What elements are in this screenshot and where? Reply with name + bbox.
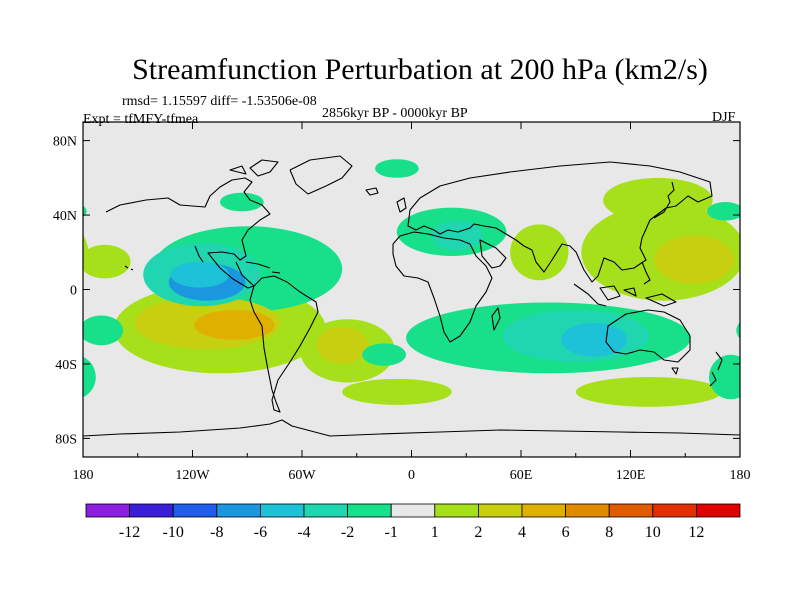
colorbar-box-4 bbox=[259, 503, 305, 518]
coastline-arabia bbox=[479, 239, 507, 269]
stats-text: rmsd= 1.15597 diff= -1.53506e-08 bbox=[122, 94, 317, 109]
coastline-iceland bbox=[365, 187, 379, 196]
coastline-british-isles bbox=[396, 197, 407, 213]
coastline-new-zealand bbox=[709, 351, 723, 387]
colorbar-label-11: 8 bbox=[605, 524, 613, 541]
coastline-greenland bbox=[289, 155, 353, 195]
colorbar-box-14 bbox=[696, 503, 741, 518]
experiment-text: Expt = tfMFY-tfmea bbox=[83, 112, 199, 127]
colorbar-label-5: -2 bbox=[341, 524, 354, 541]
x-tick-label-4: 60E bbox=[510, 468, 533, 483]
colorbar: -12 -10 -8 -6 -4 -2 -1 1 2 4 6 8 10 12 bbox=[85, 503, 741, 541]
coastline-indonesia bbox=[573, 283, 677, 307]
contour-region-neg-23 bbox=[375, 159, 419, 178]
y-tick-label-0: 80N bbox=[53, 135, 77, 150]
colorbar-box-2 bbox=[172, 503, 218, 518]
x-tick-label-1: 120W bbox=[175, 468, 210, 483]
contour-region-neg-22 bbox=[709, 354, 740, 400]
colorbar-box-5 bbox=[303, 503, 348, 518]
colorbar-label-7: 1 bbox=[431, 524, 439, 541]
period-text: 2856kyr BP - 0000kyr BP bbox=[322, 106, 468, 121]
contour-region-neg-25 bbox=[707, 202, 740, 221]
season-text: DJF bbox=[712, 110, 736, 125]
colorbar-label-6: -1 bbox=[385, 524, 398, 541]
colorbar-label-4: -4 bbox=[297, 524, 310, 541]
contour-region-neg-22 bbox=[83, 356, 96, 398]
colorbar-box-7 bbox=[390, 503, 436, 518]
chart-title: Streamfunction Perturbation at 200 hPa (… bbox=[132, 53, 708, 86]
contour-region-pos-15 bbox=[736, 252, 740, 271]
coastline-layer bbox=[83, 155, 740, 437]
colorbar-label-10: 6 bbox=[562, 524, 570, 541]
coastline-madagascar bbox=[491, 307, 501, 331]
coastline-arctic-islands bbox=[229, 159, 279, 177]
x-tick-label-6: 180 bbox=[730, 468, 751, 483]
colorbar-label-12: 10 bbox=[645, 524, 661, 541]
coastline-north-america bbox=[105, 177, 271, 289]
coastline-baja bbox=[194, 245, 204, 263]
colorbar-box-3 bbox=[216, 503, 261, 518]
contour-region-neg-21 bbox=[83, 315, 124, 346]
colorbar-label-13: 12 bbox=[688, 524, 704, 541]
coastline-antarctica bbox=[83, 419, 740, 437]
coastline-japan bbox=[653, 181, 675, 219]
colorbar-box-12 bbox=[608, 503, 654, 518]
colorbar-label-1: -10 bbox=[163, 524, 184, 541]
contour-region-pos-14 bbox=[575, 377, 722, 407]
colorbar-box-1 bbox=[129, 503, 174, 518]
x-tick-label-2: 60W bbox=[288, 468, 316, 483]
colorbar-box-13 bbox=[652, 503, 697, 518]
contour-region-neg-24 bbox=[219, 192, 264, 212]
colorbar-label-2: -8 bbox=[210, 524, 223, 541]
x-tick-label-0: 180 bbox=[73, 468, 94, 483]
colorbar-label-3: -6 bbox=[254, 524, 267, 541]
coastline-hawaii bbox=[124, 265, 134, 271]
x-tick-label-3: 0 bbox=[408, 468, 415, 483]
y-tick-label-1: 40N bbox=[53, 209, 77, 224]
x-tick-label-5: 120E bbox=[616, 468, 646, 483]
coastline-philippines bbox=[641, 261, 651, 285]
contour-region-neg-25 bbox=[83, 205, 87, 217]
contour-region-pos-4 bbox=[194, 310, 275, 340]
y-tick-label-3: 40S bbox=[55, 358, 77, 373]
colorbar-box-9 bbox=[477, 503, 523, 518]
colorbar-label-0: -12 bbox=[119, 524, 140, 541]
contour-region-neg-21 bbox=[736, 322, 740, 339]
contour-region-pos-15 bbox=[83, 244, 131, 279]
contour-region-pos-10 bbox=[654, 235, 735, 284]
contour-region-neg-19 bbox=[431, 220, 483, 251]
contour-region-neg-16 bbox=[561, 323, 627, 357]
contour-region-pos-7 bbox=[316, 326, 368, 364]
contour-region-neg-1 bbox=[170, 261, 229, 288]
coastline-australia bbox=[605, 309, 691, 363]
colorbar-box-8 bbox=[434, 503, 479, 518]
coastline-caribbean bbox=[245, 261, 281, 274]
colorbar-box-0 bbox=[85, 503, 130, 518]
contour-region-neg-26 bbox=[362, 343, 406, 366]
y-tick-labels: 80N 40N 0 40S 80S bbox=[53, 135, 77, 448]
contour-region-pos-13 bbox=[510, 224, 569, 281]
x-tick-labels: 180 120W 60W 0 60E 120E 180 bbox=[73, 468, 751, 483]
coastline-south-america bbox=[249, 275, 319, 413]
colorbar-box-6 bbox=[347, 503, 392, 518]
coastline-africa bbox=[392, 231, 493, 343]
colorbar-label-9: 4 bbox=[518, 524, 526, 541]
coastline-eurasia bbox=[407, 161, 713, 283]
contour-region-pos-12 bbox=[603, 177, 713, 223]
colorbar-box-11 bbox=[565, 503, 610, 518]
y-tick-label-4: 80S bbox=[55, 432, 77, 447]
colorbar-label-8: 2 bbox=[474, 524, 482, 541]
coastline-tasmania bbox=[671, 367, 679, 375]
colorbar-box-10 bbox=[521, 503, 566, 518]
y-tick-label-2: 0 bbox=[70, 284, 77, 299]
contour-region-pos-9 bbox=[342, 378, 452, 405]
axis-ticks bbox=[82, 122, 741, 457]
